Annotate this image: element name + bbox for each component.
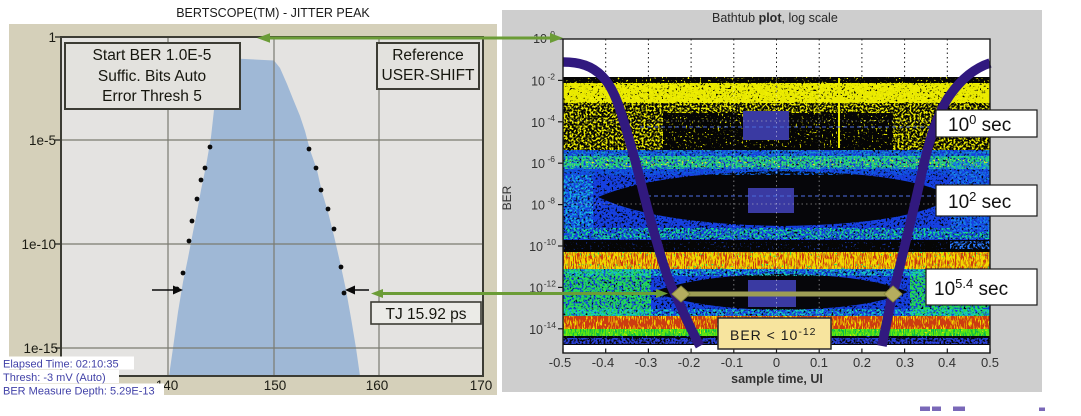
svg-text:10: 10: [531, 199, 545, 213]
svg-text:Suffic. Bits Auto: Suffic. Bits Auto: [98, 68, 206, 85]
svg-text:Reference: Reference: [392, 47, 464, 64]
svg-text:0: 0: [550, 29, 555, 39]
svg-text:0.4: 0.4: [938, 355, 956, 370]
svg-text:10: 10: [529, 281, 543, 295]
svg-text:TJ 15.92 ps: TJ 15.92 ps: [386, 306, 467, 323]
svg-text:-8: -8: [547, 196, 555, 206]
svg-text:0.1: 0.1: [810, 355, 828, 370]
svg-text:sample time, UI: sample time, UI: [731, 372, 823, 386]
svg-text:BERTSCOPE(TM) - JITTER PEAK: BERTSCOPE(TM) - JITTER PEAK: [176, 6, 370, 20]
svg-text:10: 10: [531, 74, 545, 88]
svg-text:105.4 sec: 105.4 sec: [934, 276, 1008, 300]
svg-text:160: 160: [366, 378, 389, 393]
svg-text:-0.4: -0.4: [592, 355, 614, 370]
svg-text:-0.5: -0.5: [549, 355, 571, 370]
svg-text:Bathtub plot, log scale: Bathtub plot, log scale: [712, 11, 838, 25]
svg-text:Thresh: -3 mV (Auto): Thresh: -3 mV (Auto): [3, 372, 106, 384]
svg-text:0.2: 0.2: [853, 355, 871, 370]
svg-text:Error Thresh 5: Error Thresh 5: [102, 88, 202, 105]
svg-text:BER: BER: [500, 185, 514, 210]
svg-text:-12: -12: [544, 278, 557, 288]
svg-text:10: 10: [529, 323, 543, 337]
svg-text:-2: -2: [547, 71, 555, 81]
svg-text:BER < 10-12: BER < 10-12: [730, 326, 817, 343]
svg-text:10: 10: [529, 240, 543, 254]
svg-text:0.5: 0.5: [981, 355, 999, 370]
svg-text:0.3: 0.3: [896, 355, 914, 370]
svg-text:170: 170: [470, 378, 493, 393]
svg-text:USER-SHIFT: USER-SHIFT: [382, 67, 476, 84]
svg-text:-0.2: -0.2: [678, 355, 700, 370]
svg-text:-0.3: -0.3: [635, 355, 657, 370]
svg-text:100 sec: 100 sec: [948, 112, 1011, 136]
svg-text:150: 150: [264, 378, 287, 393]
svg-text:-14: -14: [544, 320, 557, 330]
svg-text:1: 1: [48, 30, 56, 45]
svg-text:-10: -10: [544, 237, 557, 247]
svg-text:1e-15: 1e-15: [23, 341, 58, 356]
svg-text:0: 0: [773, 355, 780, 370]
svg-text:-0.1: -0.1: [721, 355, 743, 370]
svg-text:10: 10: [531, 157, 545, 171]
svg-text:102 sec: 102 sec: [948, 189, 1011, 213]
svg-text:1e-10: 1e-10: [21, 237, 56, 252]
svg-text:-6: -6: [547, 154, 555, 164]
svg-text:Start BER 1.0E-5: Start BER 1.0E-5: [93, 47, 212, 64]
svg-text:1e-5: 1e-5: [29, 133, 56, 148]
svg-text:Elapsed Time: 02:10:35: Elapsed Time: 02:10:35: [3, 359, 119, 371]
svg-text:BER Measure Depth: 5.29E-13: BER Measure Depth: 5.29E-13: [3, 386, 155, 398]
svg-text:-4: -4: [547, 113, 555, 123]
svg-text:10: 10: [531, 116, 545, 130]
